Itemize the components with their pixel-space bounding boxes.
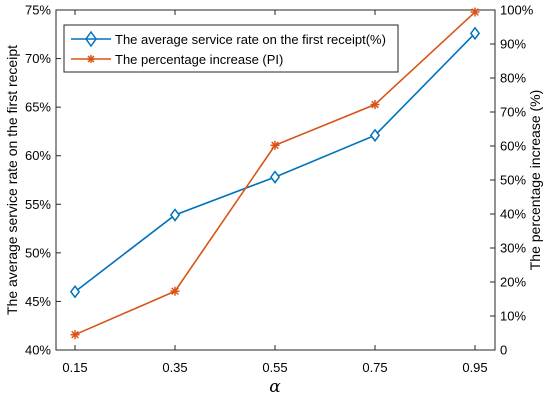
y-left-tick-label: 40% bbox=[25, 343, 51, 358]
y-right-tick-label: 60% bbox=[500, 139, 526, 154]
legend-label-series-1: The average service rate on the first re… bbox=[115, 32, 386, 47]
y-left-tick-label: 55% bbox=[25, 197, 51, 212]
data-point-asterisk bbox=[270, 140, 280, 150]
y-right-tick-label: 50% bbox=[500, 173, 526, 188]
x-tick-label: 0.55 bbox=[262, 360, 287, 375]
legend-box bbox=[63, 24, 399, 73]
right-axis-ticks: 0 10% 20% 30% 40% 50% 60% 70% 80% 90% 100% bbox=[490, 3, 534, 358]
data-point-diamond bbox=[169, 208, 181, 222]
y-left-axis-title: The average service rate on the first re… bbox=[4, 45, 20, 315]
y-right-tick-label: 10% bbox=[500, 309, 526, 324]
x-tick-label: 0.15 bbox=[62, 360, 87, 375]
legend: The average service rate on the first re… bbox=[63, 24, 399, 73]
y-right-tick-label: 30% bbox=[500, 241, 526, 256]
y-right-tick-label: 100% bbox=[500, 3, 534, 18]
x-tick-label: 0.95 bbox=[462, 360, 487, 375]
x-tick-label: 0.35 bbox=[162, 360, 187, 375]
data-point-asterisk bbox=[370, 100, 380, 110]
data-point-asterisk bbox=[470, 7, 480, 17]
data-point-asterisk bbox=[70, 330, 80, 340]
y-right-tick-label: 90% bbox=[500, 37, 526, 52]
x-tick-label: 0.75 bbox=[362, 360, 387, 375]
series-layer bbox=[69, 7, 481, 340]
legend-marker-asterisk-series-2 bbox=[87, 55, 95, 63]
y-right-tick-label: 20% bbox=[500, 275, 526, 290]
y-left-tick-label: 45% bbox=[25, 294, 51, 309]
y-right-tick-label: 40% bbox=[500, 207, 526, 222]
y-right-tick-label: 70% bbox=[500, 105, 526, 120]
y-right-tick-label: 0 bbox=[500, 343, 507, 358]
data-point-diamond bbox=[69, 284, 81, 299]
y-left-tick-label: 70% bbox=[25, 51, 51, 66]
y-left-tick-label: 75% bbox=[25, 3, 51, 18]
left-axis-ticks: 40% 45% 50% 55% 60% 65% 70% 75% bbox=[25, 3, 61, 358]
data-point-diamond bbox=[469, 26, 481, 41]
legend-marker-diamond-series-1 bbox=[85, 30, 97, 48]
data-point-diamond bbox=[269, 170, 281, 184]
y-left-tick-label: 60% bbox=[25, 148, 51, 163]
x-axis-title: α bbox=[269, 377, 281, 397]
y-right-tick-label: 80% bbox=[500, 71, 526, 86]
data-point-diamond bbox=[369, 128, 381, 143]
data-point-asterisk bbox=[170, 286, 180, 296]
y-left-tick-label: 65% bbox=[25, 100, 51, 115]
y-left-tick-label: 50% bbox=[25, 245, 51, 260]
y-right-axis-title: The percentage increase (%) bbox=[527, 90, 543, 271]
x-axis-ticks: 0.15 0.35 0.55 0.75 0.95 bbox=[62, 10, 488, 375]
legend-label-series-2: The percentage increase (PI) bbox=[115, 52, 283, 67]
